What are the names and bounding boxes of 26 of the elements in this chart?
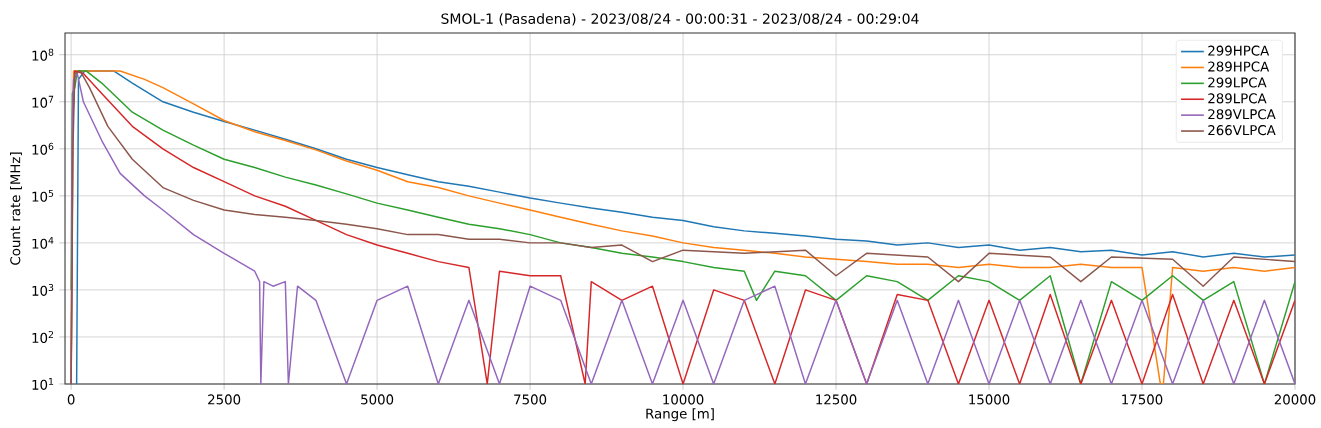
- x-tick-label: 20000: [1274, 394, 1316, 405]
- legend-label: 299LPCA: [1208, 77, 1267, 88]
- chart-title: SMOL-1 (Pasadena) - 2023/08/24 - 00:00:31 - 2023/08/24 - 00:29:04: [441, 13, 919, 26]
- y-tick-label: 10$^{3}$: [32, 283, 54, 296]
- legend-label: 289LPCA: [1208, 93, 1267, 104]
- x-axis-title: Range [m]: [646, 408, 714, 422]
- x-tick-label: 17500: [1122, 394, 1163, 405]
- legend-label: 289HPCA: [1208, 61, 1270, 72]
- x-tick-label: 5000: [361, 394, 394, 405]
- legend-label: 289VLPCA: [1208, 109, 1276, 120]
- x-tick-label: 15000: [969, 394, 1010, 405]
- y-tick-label: 10$^{7}$: [32, 95, 54, 108]
- x-tick-label: 0: [67, 394, 75, 405]
- x-tick-label: 7500: [514, 394, 547, 405]
- y-tick-label: 10$^{2}$: [32, 330, 54, 343]
- y-tick-label: 10$^{1}$: [32, 378, 54, 390]
- x-tick-label: 2500: [208, 394, 241, 405]
- x-tick-label: 12500: [816, 394, 857, 405]
- y-tick-label: 10$^{8}$: [32, 48, 54, 61]
- x-tick-label: 10000: [663, 394, 704, 405]
- y-tick-label: 10$^{6}$: [32, 142, 54, 155]
- legend-label: 299HPCA: [1208, 45, 1270, 56]
- y-tick-label: 10$^{4}$: [32, 236, 54, 249]
- legend-label: 266VLPCA: [1208, 125, 1276, 136]
- y-tick-label: 10$^{5}$: [32, 189, 54, 202]
- y-axis-title: Count rate [MHz]: [9, 152, 22, 265]
